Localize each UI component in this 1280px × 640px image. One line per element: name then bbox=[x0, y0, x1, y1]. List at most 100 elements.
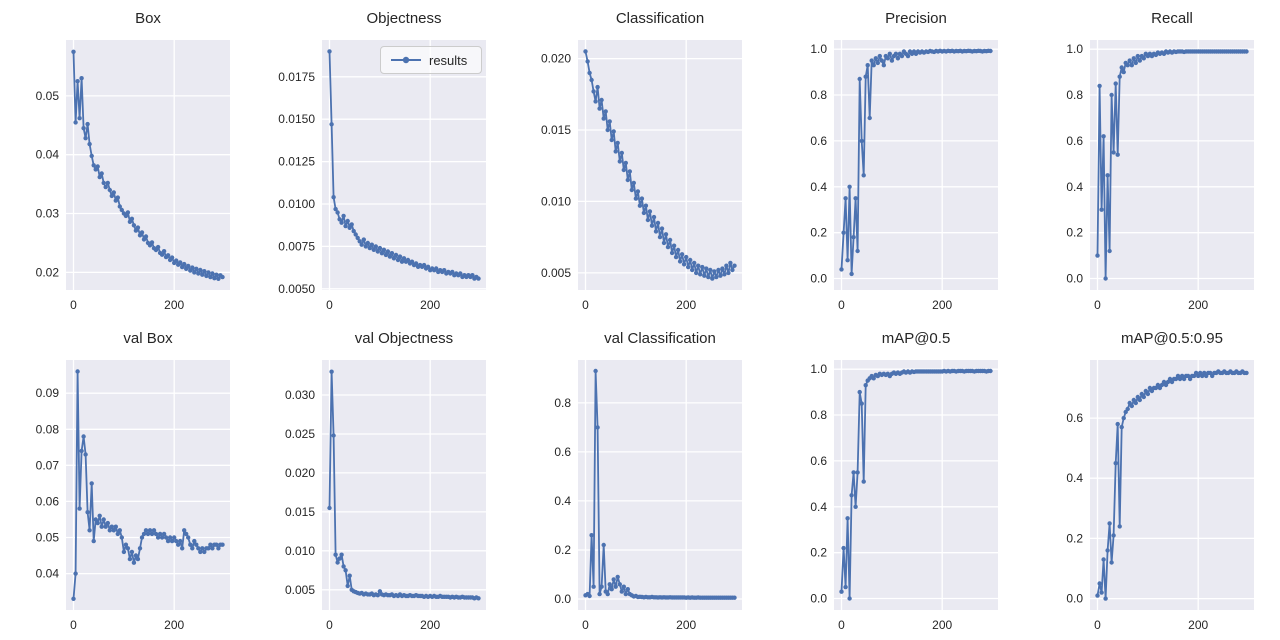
subplot-precision: Precision 0.0 0.2 0.4 0.6 0.8 1.0 0 200 bbox=[768, 0, 1024, 320]
svg-text:200: 200 bbox=[932, 298, 952, 312]
svg-text:200: 200 bbox=[164, 298, 184, 312]
svg-text:0.02: 0.02 bbox=[36, 265, 60, 279]
svg-text:200: 200 bbox=[420, 618, 440, 632]
svg-text:0.015: 0.015 bbox=[541, 123, 571, 137]
subplot-val-classification: val Classification 0.0 0.2 0.4 0.6 0.8 0 200 bbox=[512, 320, 768, 640]
svg-text:0.6: 0.6 bbox=[810, 134, 827, 148]
svg-text:0.4: 0.4 bbox=[1066, 471, 1083, 485]
svg-text:0: 0 bbox=[582, 298, 589, 312]
ytick-labels: 0.02 0.03 0.04 0.05 bbox=[36, 89, 60, 279]
svg-text:0.005: 0.005 bbox=[541, 266, 571, 280]
subplot-title-box: Box bbox=[135, 10, 161, 27]
results-markers bbox=[71, 49, 225, 281]
legend-label: results bbox=[429, 52, 468, 68]
plot-background bbox=[66, 40, 230, 290]
subplot-canvas-recall: 0.0 0.2 0.4 0.6 0.8 1.0 0 200 bbox=[1066, 40, 1254, 312]
xtick-labels: 0 200 bbox=[326, 618, 440, 632]
results-markers bbox=[583, 49, 737, 281]
svg-text:200: 200 bbox=[1188, 298, 1208, 312]
svg-text:0.4: 0.4 bbox=[554, 494, 571, 508]
svg-text:1.0: 1.0 bbox=[1066, 42, 1083, 56]
svg-text:0.4: 0.4 bbox=[810, 180, 827, 194]
svg-text:0.0050: 0.0050 bbox=[278, 282, 315, 296]
svg-text:0.07: 0.07 bbox=[36, 458, 60, 472]
svg-text:0.2: 0.2 bbox=[1066, 531, 1083, 545]
subplot-title-map50: mAP@0.5 bbox=[881, 330, 951, 347]
svg-text:0.0: 0.0 bbox=[554, 592, 571, 606]
plot-background bbox=[834, 40, 998, 290]
svg-text:0.0150: 0.0150 bbox=[278, 112, 315, 126]
gridlines bbox=[1090, 360, 1254, 610]
svg-text:0.6: 0.6 bbox=[1066, 134, 1083, 148]
subplot-canvas-map50-95: 0.0 0.2 0.4 0.6 0 200 bbox=[1066, 360, 1254, 632]
svg-text:1.0: 1.0 bbox=[810, 362, 827, 376]
xtick-labels: 0 200 bbox=[582, 298, 696, 312]
svg-text:0.8: 0.8 bbox=[554, 396, 571, 410]
gridlines bbox=[322, 360, 486, 610]
svg-text:200: 200 bbox=[676, 618, 696, 632]
subplot-canvas-objectness: 0.0050 0.0075 0.0100 0.0125 0.0150 0.0175 0 200 bbox=[278, 40, 486, 312]
svg-text:0.0: 0.0 bbox=[1066, 592, 1083, 606]
plot-background bbox=[834, 360, 998, 610]
xtick-labels: 0 200 bbox=[326, 298, 440, 312]
svg-text:0: 0 bbox=[1094, 298, 1101, 312]
svg-text:0: 0 bbox=[326, 298, 333, 312]
svg-text:0.09: 0.09 bbox=[36, 386, 60, 400]
svg-text:0: 0 bbox=[1094, 618, 1101, 632]
ytick-labels: 0.0050 0.0075 0.0100 0.0125 0.0150 0.0175 bbox=[278, 70, 315, 296]
svg-text:0.015: 0.015 bbox=[285, 505, 315, 519]
legend-line-marker-icon bbox=[391, 56, 421, 64]
subplot-canvas-val-classification: 0.0 0.2 0.4 0.6 0.8 0 200 bbox=[554, 360, 742, 632]
svg-text:0.4: 0.4 bbox=[1066, 180, 1083, 194]
subplot-canvas-val-box: 0.04 0.05 0.06 0.07 0.08 0.09 0 200 bbox=[36, 360, 230, 632]
ytick-labels: 0.0 0.2 0.4 0.6 0.8 bbox=[554, 396, 571, 606]
ytick-labels: 0.04 0.05 0.06 0.07 0.08 0.09 bbox=[36, 386, 60, 580]
svg-text:0: 0 bbox=[70, 618, 77, 632]
svg-text:1.0: 1.0 bbox=[810, 42, 827, 56]
subplot-objectness: Objectness 0.0050 0.0075 0.0100 0.0125 0.015… bbox=[256, 0, 512, 320]
subplot-canvas-box: 0.02 0.03 0.04 0.05 0 200 bbox=[36, 40, 230, 312]
xtick-labels: 0 200 bbox=[838, 298, 952, 312]
svg-text:0.0: 0.0 bbox=[810, 272, 827, 286]
svg-text:200: 200 bbox=[420, 298, 440, 312]
results-markers bbox=[1095, 369, 1249, 601]
svg-text:0.06: 0.06 bbox=[36, 494, 60, 508]
plot-background bbox=[322, 40, 486, 290]
svg-text:0.04: 0.04 bbox=[36, 567, 60, 581]
ytick-labels: 0.0 0.2 0.4 0.6 0.8 1.0 bbox=[810, 362, 827, 605]
subplot-val-objectness: val Objectness 0.005 0.010 0.015 0.020 0.025… bbox=[256, 320, 512, 640]
svg-text:0.030: 0.030 bbox=[285, 388, 315, 402]
svg-text:0: 0 bbox=[838, 618, 845, 632]
subplot-title-map50-95: mAP@0.5:0.95 bbox=[1121, 330, 1223, 347]
gridlines bbox=[66, 360, 230, 610]
svg-text:0.6: 0.6 bbox=[810, 454, 827, 468]
svg-text:0.2: 0.2 bbox=[810, 546, 827, 560]
svg-text:0.4: 0.4 bbox=[810, 500, 827, 514]
svg-text:0.020: 0.020 bbox=[285, 466, 315, 480]
results-markers bbox=[327, 49, 481, 281]
svg-text:0.08: 0.08 bbox=[36, 422, 60, 436]
plot-background bbox=[1090, 40, 1254, 290]
results-markers bbox=[583, 368, 737, 600]
svg-text:0: 0 bbox=[582, 618, 589, 632]
svg-text:0.0: 0.0 bbox=[810, 592, 827, 606]
svg-text:0.05: 0.05 bbox=[36, 89, 60, 103]
xtick-labels: 0 200 bbox=[582, 618, 696, 632]
ytick-labels: 0.0 0.2 0.4 0.6 0.8 1.0 bbox=[1066, 42, 1083, 285]
plot-background bbox=[66, 360, 230, 610]
svg-text:0.2: 0.2 bbox=[554, 543, 571, 557]
svg-text:0.010: 0.010 bbox=[285, 544, 315, 558]
subplot-title-val-objectness: val Objectness bbox=[354, 330, 454, 347]
subplot-recall: Recall 0.0 0.2 0.4 0.6 0.8 1.0 0 200 bbox=[1024, 0, 1280, 320]
svg-text:0.025: 0.025 bbox=[285, 427, 315, 441]
xtick-labels: 0 200 bbox=[70, 298, 184, 312]
svg-text:0: 0 bbox=[838, 298, 845, 312]
svg-text:0.6: 0.6 bbox=[554, 445, 571, 459]
results-markers bbox=[1095, 49, 1249, 281]
results-markers bbox=[71, 369, 225, 601]
subplot-title-val-box: val Box bbox=[123, 330, 173, 347]
results-markers bbox=[839, 48, 993, 277]
subplot-box: Box 0.02 0.03 0.04 0.05 0 200 bbox=[0, 0, 256, 320]
svg-text:0.2: 0.2 bbox=[810, 226, 827, 240]
